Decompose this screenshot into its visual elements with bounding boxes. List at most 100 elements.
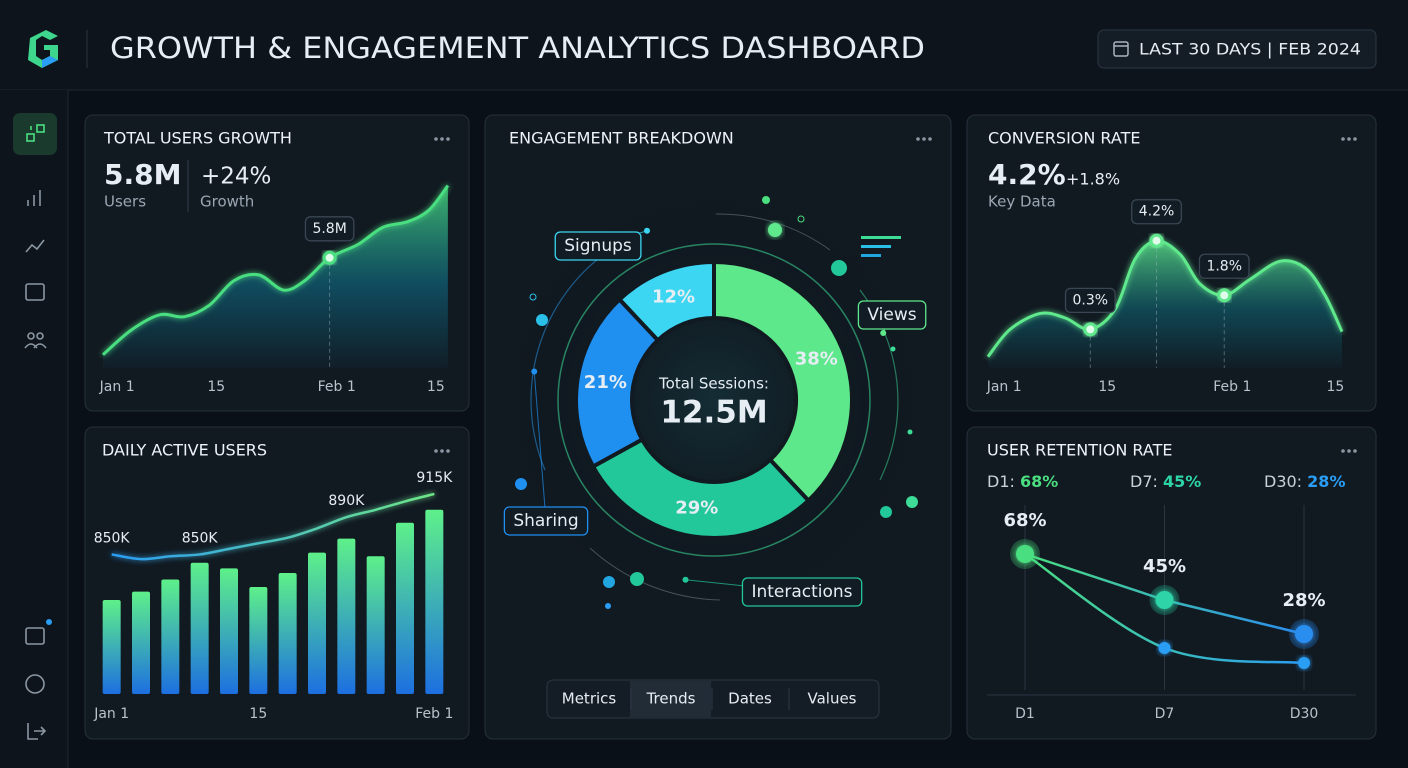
label-box bbox=[503, 506, 589, 536]
nav-calendar-icon[interactable] bbox=[25, 283, 45, 301]
area-fill bbox=[988, 240, 1342, 368]
sidebar-icons bbox=[13, 113, 57, 740]
donut-dots bbox=[515, 196, 918, 609]
x-tick-label: 15 bbox=[1098, 379, 1116, 395]
tab[interactable]: Values bbox=[807, 690, 856, 708]
point bbox=[1149, 233, 1164, 248]
bar bbox=[132, 591, 150, 694]
callout-dot bbox=[682, 576, 689, 583]
area-fill bbox=[103, 185, 448, 368]
donut-segment bbox=[590, 436, 812, 540]
nav-logout-icon[interactable] bbox=[27, 723, 47, 740]
label-box bbox=[304, 216, 355, 242]
bar bbox=[425, 509, 444, 694]
callout-dot bbox=[531, 368, 538, 375]
point bbox=[1016, 545, 1034, 563]
retention-summary: D30: 28% bbox=[1264, 472, 1345, 491]
donut-segment bbox=[616, 259, 716, 344]
bar bbox=[190, 562, 209, 694]
value-label: 5.8M bbox=[312, 221, 346, 237]
bar bbox=[220, 568, 238, 694]
nav-notify-icon[interactable] bbox=[25, 627, 45, 645]
retention-summary: D1: 68% bbox=[987, 472, 1058, 491]
trend-line bbox=[111, 492, 435, 561]
x-tick-label: Feb 1 bbox=[415, 706, 453, 722]
bar bbox=[102, 600, 121, 694]
tab-bar-box bbox=[546, 679, 880, 719]
x-tick-label: D7 bbox=[1155, 706, 1175, 722]
value-label: 45% bbox=[1143, 556, 1186, 577]
panel-title: ENGAGEMENT BREAKDOWN bbox=[509, 129, 734, 148]
label-box bbox=[741, 577, 863, 607]
kpi-label: Users bbox=[104, 193, 146, 211]
calendar-icon bbox=[1113, 41, 1129, 57]
nav-trend-icon[interactable] bbox=[25, 239, 45, 253]
tab[interactable]: Metrics bbox=[562, 690, 617, 708]
callout-label: Views bbox=[867, 305, 916, 325]
bar bbox=[366, 556, 385, 694]
notify-dot bbox=[46, 619, 52, 625]
segment-label: 29% bbox=[675, 498, 718, 519]
value-label: 68% bbox=[1003, 510, 1046, 531]
tab[interactable]: Dates bbox=[728, 690, 772, 708]
label-box bbox=[857, 300, 927, 330]
panel-title: DAILY ACTIVE USERS bbox=[102, 441, 267, 460]
value-label: 1.8% bbox=[1206, 258, 1242, 274]
bar bbox=[308, 552, 326, 694]
page-title: GROWTH & ENGAGEMENT ANALYTICS DASHBOARD bbox=[110, 31, 925, 65]
segment-label: 12% bbox=[652, 287, 695, 308]
x-tick-label: 15 bbox=[249, 706, 267, 722]
logo bbox=[28, 30, 58, 68]
summary-value: 68% bbox=[1020, 472, 1058, 491]
callout-connector bbox=[533, 371, 547, 522]
area-line bbox=[986, 239, 1344, 358]
retention-summary: D7: 45% bbox=[1130, 472, 1201, 491]
x-tick-label: Jan 1 bbox=[986, 379, 1022, 395]
point bbox=[322, 250, 337, 265]
x-tick-label: 15 bbox=[427, 379, 445, 395]
tab[interactable]: Trends bbox=[646, 690, 696, 708]
donut-segment bbox=[712, 259, 854, 504]
center-value: 12.5M bbox=[660, 395, 767, 431]
label-box bbox=[554, 231, 642, 261]
value-label: 4.2% bbox=[1139, 204, 1175, 220]
kpi-change: +1.8% bbox=[1066, 170, 1120, 189]
bar bbox=[161, 579, 180, 694]
nav-dashboard-icon[interactable] bbox=[26, 124, 45, 142]
summary-label: D30: bbox=[1264, 472, 1302, 491]
label-box bbox=[1198, 253, 1250, 279]
donut-glow bbox=[504, 190, 924, 610]
summary-label: D7: bbox=[1130, 472, 1158, 491]
panel-title: CONVERSION RATE bbox=[988, 129, 1140, 148]
x-tick-label: D1 bbox=[1015, 706, 1035, 722]
value-label: 850K bbox=[94, 530, 131, 546]
date-range-box[interactable] bbox=[1097, 29, 1377, 69]
x-tick-label: Jan 1 bbox=[99, 379, 135, 395]
point bbox=[1217, 288, 1232, 303]
nav-users-icon[interactable] bbox=[24, 332, 47, 349]
date-range-button[interactable]: LAST 30 DAYS | FEB 2024 bbox=[1097, 29, 1377, 69]
bar bbox=[396, 522, 414, 694]
nav-help-icon[interactable] bbox=[25, 674, 45, 694]
value-label: 915K bbox=[416, 470, 453, 486]
panel-title: TOTAL USERS GROWTH bbox=[103, 129, 292, 148]
kpi-label: Growth bbox=[200, 193, 254, 211]
nav-bars-icon[interactable] bbox=[27, 190, 41, 206]
point bbox=[1155, 591, 1174, 609]
area-line bbox=[102, 184, 450, 356]
nav-active[interactable] bbox=[13, 113, 57, 155]
summary-label: D1: bbox=[987, 472, 1015, 491]
callout-dot bbox=[880, 330, 887, 337]
panel-menus[interactable] bbox=[434, 137, 1357, 453]
segment-label: 21% bbox=[584, 372, 627, 393]
x-tick-label: 15 bbox=[1326, 379, 1344, 395]
value-label: 0.3% bbox=[1073, 292, 1109, 308]
bar bbox=[249, 587, 268, 694]
summary-value: 28% bbox=[1307, 472, 1345, 491]
value-label: 28% bbox=[1282, 590, 1325, 611]
callout-dot bbox=[644, 227, 651, 234]
date-range[interactable]: LAST 30 DAYS | FEB 2024 bbox=[1139, 40, 1361, 59]
segment-label: 38% bbox=[795, 349, 838, 370]
callout-label: Signups bbox=[564, 236, 632, 256]
